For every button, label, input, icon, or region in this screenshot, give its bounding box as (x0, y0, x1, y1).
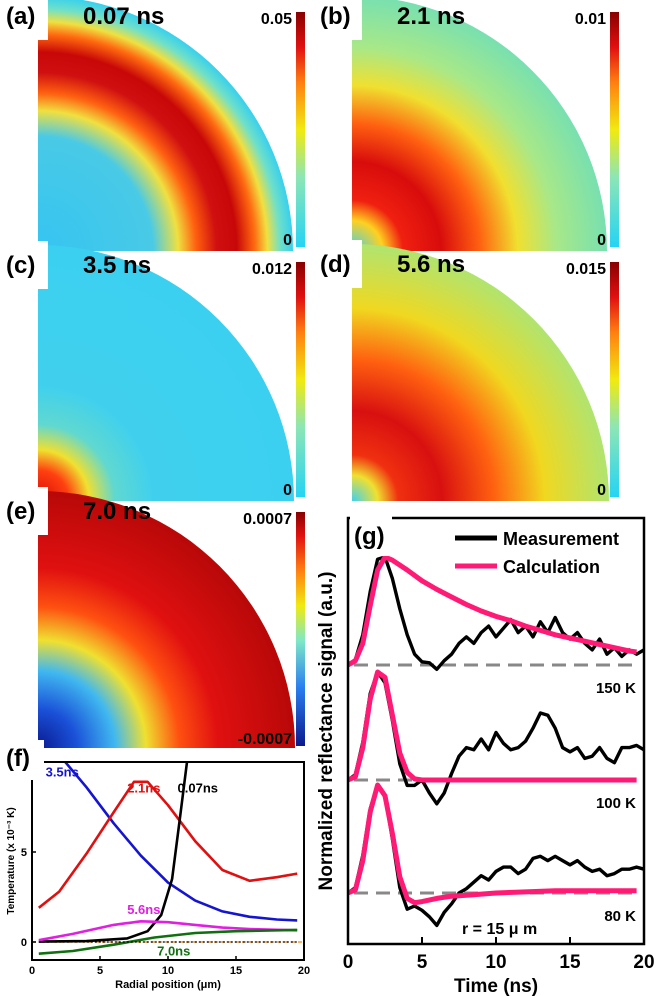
label-box (0, 241, 48, 289)
colorbar-min-label: 0 (283, 482, 292, 499)
heatmap-quadrant (352, 244, 609, 501)
panel-label: (a) (6, 3, 35, 30)
series-label: 7.0ns (157, 944, 190, 959)
series-label: 0.07ns (178, 781, 218, 796)
colorbar-max-label: 0.015 (566, 261, 606, 278)
temperature-profile-chart: 3.5ns2.1ns0.07ns5.6ns7.0ns051015200510Ra… (4, 740, 310, 991)
label-box (4, 740, 44, 780)
heatmap-panels: (a) 0.07 ns 0.05 0 (b) 2.1 ns 0.01 0 (c) 3.5 ns 0.… (0, 0, 619, 748)
y-tick-label: 0 (21, 937, 27, 949)
panel-time: 3.5 ns (83, 252, 151, 279)
label-box (0, 0, 48, 40)
x-axis-label: Radial position (μm) (115, 979, 221, 991)
calculation-trace (348, 782, 637, 906)
heatmap-quadrant (38, 245, 294, 501)
panel-time: 2.1 ns (397, 3, 465, 30)
panel-c: (c) 3.5 ns 0.012 0 (0, 241, 305, 501)
panel-d: (d) 5.6 ns 0.015 0 (314, 240, 619, 501)
label-box (350, 516, 392, 556)
colorbar (610, 12, 619, 247)
x-tick-label: 5 (97, 965, 103, 977)
colorbar-max-label: 0.012 (252, 261, 292, 278)
panel-time: 0.07 ns (83, 3, 164, 30)
temperature-label: 100 K (596, 795, 636, 812)
heatmap-quadrant (38, 491, 295, 748)
panel-a: (a) 0.07 ns 0.05 0 (0, 0, 305, 251)
panel-label: (e) (6, 498, 35, 525)
y-tick-label: 5 (21, 847, 27, 859)
temperature-label: 80 K (604, 908, 636, 925)
colorbar (610, 262, 619, 497)
panel-label: (f) (6, 745, 30, 772)
series-0-07ns (38, 762, 189, 943)
reflectance-chart: 150 K 100 K 80 K 0 5 10 15 20 Time (ns) Normalize… (316, 516, 655, 996)
label-box (0, 487, 48, 535)
y-axis-label: Normalized reflectance signal (a.u.) (316, 572, 337, 891)
label-box (314, 240, 362, 288)
x-tick-label: 10 (162, 965, 174, 977)
legend-label: Calculation (503, 557, 600, 577)
colorbar (296, 262, 305, 497)
panel-b: (b) 2.1 ns 0.01 0 (314, 0, 619, 251)
panel-label: (g) (354, 523, 385, 550)
x-axis-label: Time (ns) (454, 976, 538, 996)
series-label: 3.5ns (46, 764, 79, 779)
x-tick-label: 0 (29, 965, 35, 977)
series-label: 2.1ns (127, 781, 160, 796)
x-tick-label: 10 (485, 952, 506, 973)
label-box (314, 0, 362, 40)
panel-label: (d) (320, 251, 351, 278)
colorbar (296, 12, 305, 247)
colorbar-max-label: 0.0007 (243, 511, 292, 528)
panel-time: 7.0 ns (83, 498, 151, 525)
colorbar-max-label: 0.01 (575, 11, 606, 28)
calculation-trace (348, 554, 637, 668)
colorbar-min-label: 0 (597, 482, 606, 499)
radius-annotation: r = 15 μ m (462, 921, 537, 938)
series-7-0ns (38, 928, 298, 955)
panel-time: 5.6 ns (397, 251, 465, 278)
heatmap-quadrant (352, 0, 607, 251)
x-tick-label: 15 (559, 952, 581, 973)
series-label: 5.6ns (127, 902, 160, 917)
colorbar-max-label: 0.05 (261, 11, 292, 28)
legend-label: Measurement (503, 529, 619, 549)
series-3-5ns (63, 762, 298, 922)
panel-label: (c) (6, 252, 35, 279)
x-tick-label: 5 (417, 952, 428, 973)
x-tick-label: 20 (298, 965, 310, 977)
measurement-trace (348, 555, 644, 671)
x-tick-label: 15 (230, 965, 242, 977)
x-tick-label: 0 (343, 952, 354, 973)
colorbar-min-label: 0 (597, 232, 606, 249)
temperature-label: 150 K (596, 680, 636, 697)
panel-e: (e) 7.0 ns 0.0007 -0.0007 (0, 487, 305, 748)
heatmap-quadrant (38, 0, 293, 251)
calculation-trace (348, 669, 637, 783)
colorbar (296, 512, 305, 746)
series-2-1ns (37, 780, 298, 909)
x-tick-label: 20 (633, 952, 654, 973)
colorbar-min-label: 0 (283, 232, 292, 249)
colorbar-min-label: -0.0007 (238, 731, 292, 748)
y-axis-label: Temperature (x 10⁻³ K) (6, 807, 17, 914)
panel-label: (b) (320, 3, 351, 30)
